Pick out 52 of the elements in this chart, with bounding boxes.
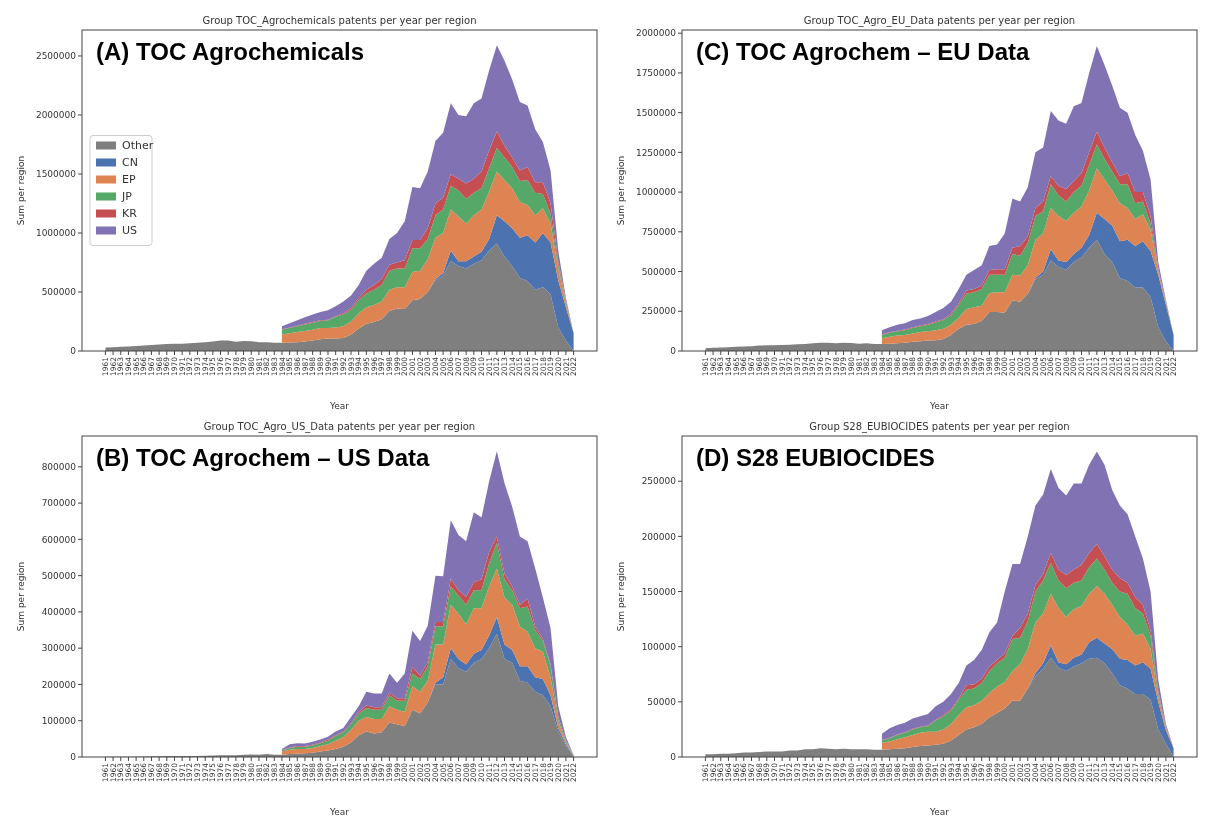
annotation: (A) TOC Agrochemicals	[96, 38, 365, 65]
y-tick-label: 300000	[41, 643, 77, 654]
y-tick-label: 1000000	[35, 228, 77, 239]
y-tick-label: 0	[70, 346, 77, 357]
annotation: (D) S28 EUBIOCIDES	[696, 444, 935, 471]
y-tick-label: 750000	[641, 226, 677, 237]
y-tick-label: 2000000	[35, 110, 77, 121]
y-tick-label: 800000	[41, 461, 77, 472]
y-axis-title: Sum per region	[616, 561, 626, 632]
legend-label: KR	[122, 207, 138, 221]
legend-label: JP	[121, 190, 133, 204]
chart-title: Group S28_EUBIOCIDES patents per year per region	[809, 421, 1070, 433]
y-tick-label: 250000	[641, 306, 677, 317]
y-tick-label: 50000	[647, 697, 677, 707]
y-axis-title: Sum per region	[16, 561, 26, 632]
annotation: (C) TOC Agrochem – EU Data	[696, 38, 1031, 65]
y-axis-title: Sum per region	[16, 155, 26, 226]
y-tick-label: 2500000	[35, 51, 77, 62]
y-tick-label: 500000	[641, 266, 677, 277]
y-tick-label: 1250000	[635, 147, 677, 158]
chart-title: Group TOC_Agro_US_Data patents per year per region	[203, 421, 476, 433]
y-tick-label: 100000	[41, 715, 77, 726]
y-tick-label: 600000	[41, 534, 77, 545]
y-tick-label: 2000000	[635, 28, 677, 39]
legend-label: EP	[122, 173, 136, 187]
y-tick-label: 1750000	[635, 68, 677, 79]
legend-label: Other	[122, 139, 154, 153]
y-tick-label: 0	[670, 752, 677, 763]
y-tick-label: 700000	[41, 498, 77, 509]
x-axis-title: Year	[928, 401, 950, 411]
y-tick-label: 250000	[641, 476, 677, 487]
x-axis-title: Year	[328, 807, 350, 817]
x-axis-title: Year	[328, 401, 350, 411]
y-tick-label: 1000000	[635, 187, 677, 198]
legend-label: US	[122, 224, 138, 238]
y-axis-title: Sum per region	[616, 155, 626, 226]
y-tick-label: 500000	[41, 287, 77, 298]
y-tick-label: 150000	[641, 586, 677, 597]
y-tick-label: 500000	[41, 570, 77, 581]
y-tick-label: 1500000	[35, 169, 77, 180]
y-tick-label: 200000	[41, 679, 77, 690]
x-axis-title: Year	[928, 807, 950, 817]
y-tick-label: 0	[70, 752, 77, 763]
chart-title: Group TOC_Agrochemicals patents per year per region	[202, 15, 477, 27]
y-tick-label: 0	[670, 346, 677, 357]
annotation: (B) TOC Agrochem – US Data	[96, 444, 431, 471]
y-tick-label: 100000	[641, 641, 677, 652]
legend-label: CN	[122, 156, 138, 170]
chart-title: Group TOC_Agro_EU_Data patents per year per region	[803, 15, 1076, 27]
y-tick-label: 200000	[641, 531, 677, 542]
y-tick-label: 1500000	[635, 107, 677, 118]
y-tick-label: 400000	[41, 607, 77, 618]
